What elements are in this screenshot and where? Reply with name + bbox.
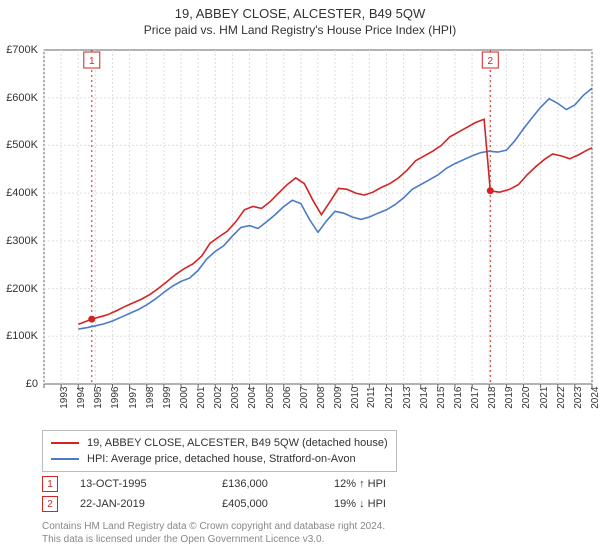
x-tick-label: 2005 xyxy=(264,387,275,409)
x-tick-label: 2015 xyxy=(436,387,447,409)
event-row-1: 1 13-OCT-1995 £136,000 12% ↑ HPI xyxy=(42,474,434,494)
x-tick-label: 2006 xyxy=(281,387,292,409)
svg-text:1: 1 xyxy=(89,56,95,67)
y-tick-label: £0 xyxy=(0,378,38,390)
x-tick-label: 2008 xyxy=(316,387,327,409)
x-tick-label: 1998 xyxy=(144,387,155,409)
event-price-1: £136,000 xyxy=(222,478,312,490)
x-tick-label: 2016 xyxy=(453,387,464,409)
x-tick-label: 2000 xyxy=(179,387,190,409)
y-tick-label: £500K xyxy=(0,139,38,151)
x-tick-label: 2014 xyxy=(418,387,429,409)
legend-swatch-price-paid xyxy=(51,442,79,444)
x-tick-label: 1996 xyxy=(110,387,121,409)
x-tick-label: 2010 xyxy=(350,387,361,409)
x-tick-label: 2012 xyxy=(384,387,395,409)
x-tick-label: 2023 xyxy=(573,387,584,409)
svg-text:2: 2 xyxy=(487,56,493,67)
event-hpi-2: 19% ↓ HPI xyxy=(334,498,434,510)
events-table: 1 13-OCT-1995 £136,000 12% ↑ HPI 2 22-JA… xyxy=(42,474,434,514)
y-tick-label: £700K xyxy=(0,44,38,56)
x-tick-label: 2007 xyxy=(299,387,310,409)
footer: Contains HM Land Registry data © Crown c… xyxy=(42,520,385,546)
x-tick-label: 2009 xyxy=(333,387,344,409)
y-tick-label: £100K xyxy=(0,330,38,342)
y-tick-label: £600K xyxy=(0,92,38,104)
event-marker-1: 1 xyxy=(42,476,58,492)
footer-line-2: This data is licensed under the Open Gov… xyxy=(42,533,385,546)
x-tick-label: 1995 xyxy=(93,387,104,409)
x-tick-label: 2024 xyxy=(590,387,600,409)
x-tick-label: 1994 xyxy=(76,387,87,409)
x-tick-label: 2001 xyxy=(196,387,207,409)
y-tick-label: £400K xyxy=(0,187,38,199)
x-tick-label: 2004 xyxy=(247,387,258,409)
footer-line-1: Contains HM Land Registry data © Crown c… xyxy=(42,520,385,533)
legend: 19, ABBEY CLOSE, ALCESTER, B49 5QW (deta… xyxy=(42,430,397,472)
x-tick-label: 1997 xyxy=(127,387,138,409)
title-address: 19, ABBEY CLOSE, ALCESTER, B49 5QW xyxy=(0,6,600,21)
x-tick-label: 2021 xyxy=(538,387,549,409)
event-date-2: 22-JAN-2019 xyxy=(80,498,200,510)
legend-swatch-hpi xyxy=(51,458,79,460)
x-tick-label: 1993 xyxy=(59,387,70,409)
title-subtitle: Price paid vs. HM Land Registry's House … xyxy=(0,23,600,37)
event-date-1: 13-OCT-1995 xyxy=(80,478,200,490)
x-tick-label: 2019 xyxy=(504,387,515,409)
y-tick-label: £200K xyxy=(0,283,38,295)
y-tick-label: £300K xyxy=(0,235,38,247)
x-tick-label: 2002 xyxy=(213,387,224,409)
legend-row-hpi: HPI: Average price, detached house, Stra… xyxy=(51,451,388,467)
x-tick-label: 1999 xyxy=(162,387,173,409)
x-tick-label: 2011 xyxy=(366,387,377,409)
chart: 1 2 £0 £100K £200K £300K £400K £500K £600K £700K… xyxy=(0,44,600,424)
legend-label-price-paid: 19, ABBEY CLOSE, ALCESTER, B49 5QW (deta… xyxy=(87,435,388,451)
event-row-2: 2 22-JAN-2019 £405,000 19% ↓ HPI xyxy=(42,494,434,514)
x-tick-label: 2018 xyxy=(487,387,498,409)
x-tick-label: 2017 xyxy=(470,387,481,409)
x-tick-label: 2013 xyxy=(401,387,412,409)
x-tick-label: 2020 xyxy=(521,387,532,409)
x-tick-label: 2022 xyxy=(555,387,566,409)
x-tick-label: 2003 xyxy=(230,387,241,409)
legend-label-hpi: HPI: Average price, detached house, Stra… xyxy=(87,451,356,467)
event-marker-2: 2 xyxy=(42,496,58,512)
legend-row-price-paid: 19, ABBEY CLOSE, ALCESTER, B49 5QW (deta… xyxy=(51,435,388,451)
event-hpi-1: 12% ↑ HPI xyxy=(334,478,434,490)
event-price-2: £405,000 xyxy=(222,498,312,510)
